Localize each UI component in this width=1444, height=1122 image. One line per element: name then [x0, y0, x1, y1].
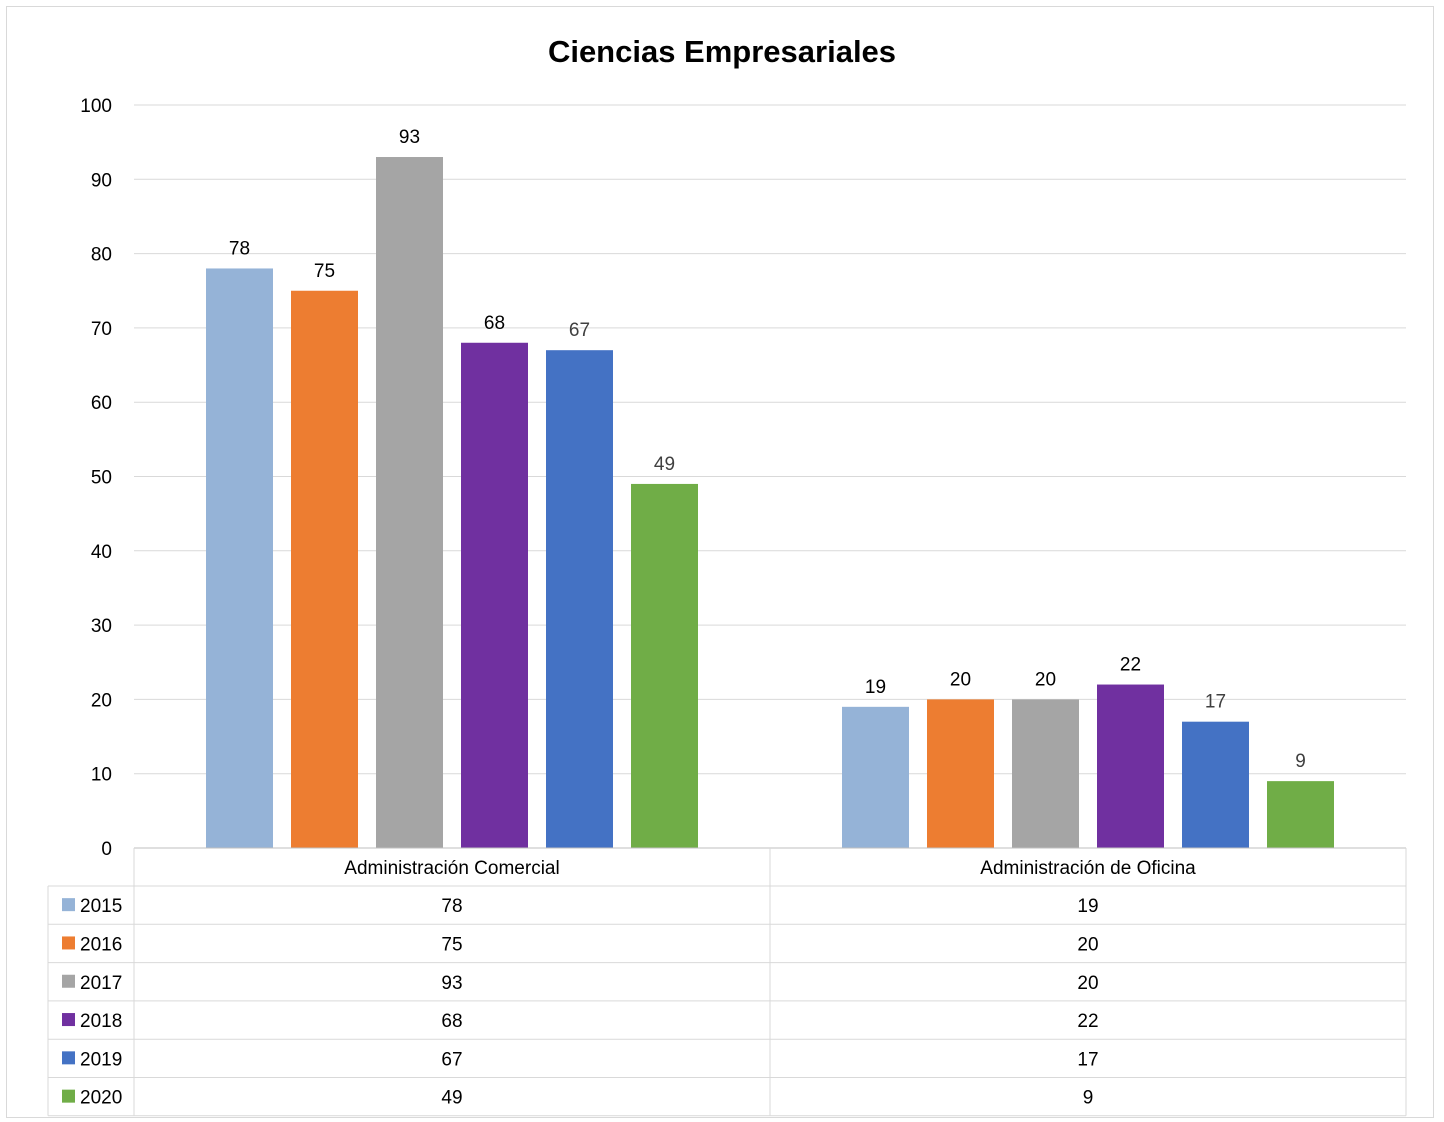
table-cell: 68 [441, 1011, 462, 1032]
data-label: 19 [865, 677, 886, 698]
category-label: Administración de Oficina [980, 858, 1196, 879]
bar [206, 268, 273, 849]
series-label: 2015 [80, 896, 122, 917]
y-tick-label: 100 [80, 96, 112, 117]
series-label: 2016 [80, 934, 122, 955]
data-label: 17 [1205, 692, 1226, 713]
series-label: 2017 [80, 973, 122, 994]
y-tick-label: 10 [91, 765, 112, 786]
bar [291, 290, 358, 848]
data-table: Administración Comercial Administración d… [47, 847, 1407, 1117]
bar [461, 342, 528, 848]
bar [927, 699, 994, 848]
data-label: 49 [654, 454, 675, 475]
y-tick-label: 80 [91, 245, 112, 266]
bar [1097, 684, 1164, 848]
y-tick-label: 70 [91, 319, 112, 340]
bar [1012, 699, 1079, 848]
category-label: Administración Comercial [344, 858, 559, 879]
y-tick-label: 0 [101, 839, 112, 860]
chart-title: Ciencias Empresariales [548, 34, 896, 69]
legend-swatch [62, 1013, 75, 1027]
series-label: 2019 [80, 1049, 122, 1070]
table-cell: 78 [441, 896, 462, 917]
bar [1267, 781, 1334, 848]
legend-swatch [62, 974, 75, 988]
data-label: 67 [569, 320, 590, 341]
legend-swatch [62, 936, 75, 950]
table-cell: 20 [1077, 973, 1098, 994]
table-cell: 19 [1077, 896, 1098, 917]
legend-swatch [62, 1051, 75, 1065]
y-tick-label: 40 [91, 542, 112, 563]
legend-swatch [62, 1089, 75, 1103]
bar [1182, 721, 1249, 848]
series-label: 2020 [80, 1088, 122, 1109]
table-cell: 9 [1083, 1088, 1094, 1109]
table-cell: 17 [1077, 1049, 1098, 1070]
data-labels: 78 75 93 68 67 49 19 20 20 22 17 9 [229, 127, 1306, 772]
bars [206, 157, 1334, 849]
y-tick-label: 60 [91, 393, 112, 414]
y-tick-label: 30 [91, 616, 112, 637]
data-label: 22 [1120, 655, 1141, 676]
y-axis: 0 10 20 30 40 50 60 70 80 90 100 [80, 96, 112, 860]
series-label: 2018 [80, 1011, 122, 1032]
table-cell: 93 [441, 973, 462, 994]
table-cell: 67 [441, 1049, 462, 1070]
bar [376, 157, 443, 848]
table-cell: 20 [1077, 934, 1098, 955]
table-cell: 49 [441, 1088, 462, 1109]
y-tick-label: 50 [91, 468, 112, 489]
y-tick-label: 20 [91, 690, 112, 711]
data-label: 78 [229, 238, 250, 259]
data-label: 93 [399, 127, 420, 148]
data-label: 9 [1295, 751, 1306, 772]
bar [842, 706, 909, 848]
data-label: 20 [1035, 669, 1056, 690]
data-label: 75 [314, 261, 335, 282]
data-label: 68 [484, 313, 505, 334]
y-tick-label: 90 [91, 170, 112, 191]
legend-swatch [62, 898, 75, 912]
table-cell: 75 [441, 934, 462, 955]
data-label: 20 [950, 669, 971, 690]
bar [546, 350, 613, 848]
table-cell: 22 [1077, 1011, 1098, 1032]
bar [631, 483, 698, 848]
